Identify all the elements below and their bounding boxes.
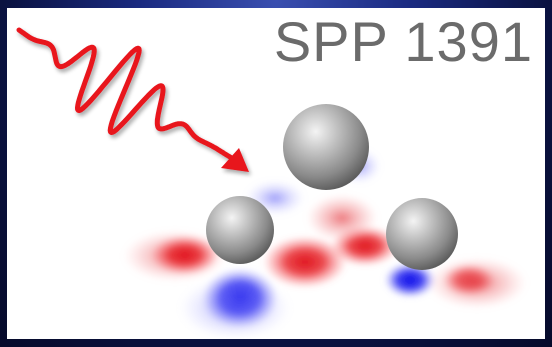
lobe-red-left (151, 235, 219, 275)
laser-pulse-wave (16, 27, 249, 172)
page-title: SPP 1391 (273, 10, 533, 73)
illustration-panel: SPP 1391 (7, 8, 545, 339)
atom-left (206, 196, 274, 264)
atom-right (386, 198, 458, 270)
pulse-path (16, 27, 238, 163)
lobe-red-upper (306, 194, 378, 242)
pulse-arrowhead-icon (221, 148, 249, 172)
molecule-illustration (16, 27, 527, 339)
lobe-blue-right (384, 262, 436, 298)
lobe-red-center (263, 236, 347, 288)
atoms (206, 104, 458, 270)
atom-top (283, 104, 369, 190)
lobe-blue-left-halo (179, 276, 291, 339)
lobe-red-right-halo (427, 257, 527, 309)
